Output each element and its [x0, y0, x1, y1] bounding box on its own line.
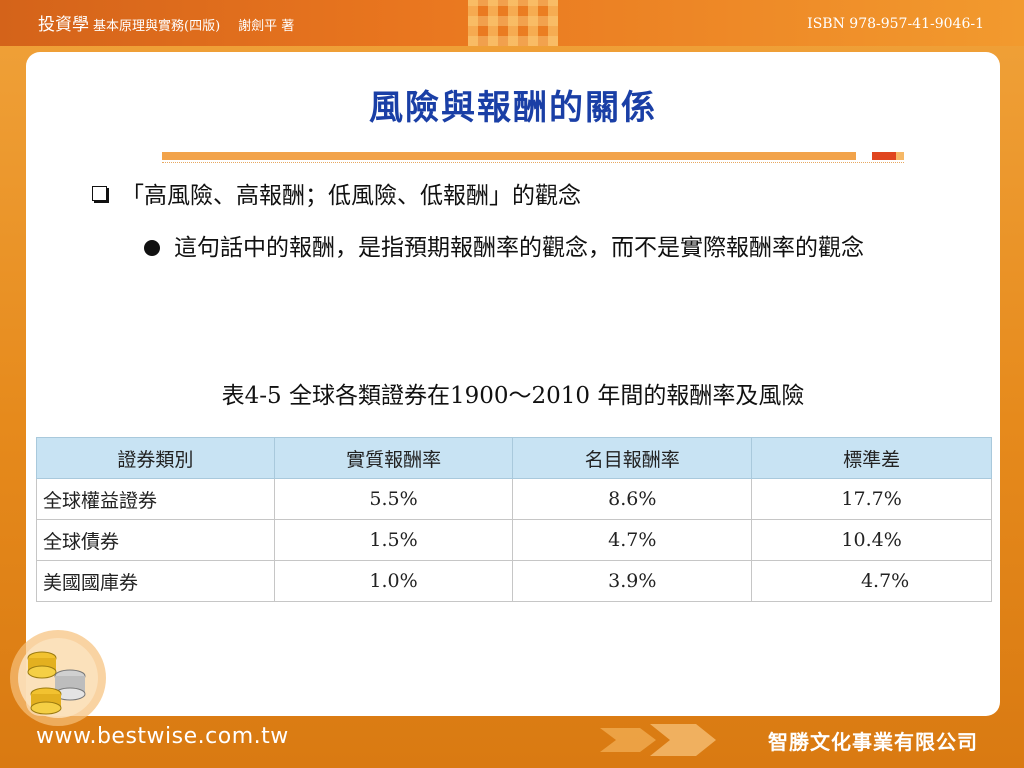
bullet-level1: 「高風險、高報酬；低風險、低報酬」的觀念 [92, 176, 581, 210]
book-subtitle: 基本原理與實務(四版) [93, 19, 221, 34]
security-type-cell: 全球權益證券 [36, 478, 275, 520]
table-header-row: 證券類別 實質報酬率 名目報酬率 標準差 [36, 437, 992, 479]
table-row: 全球債券 1.5% 4.7% 10.4% [36, 519, 992, 561]
header-decoration [468, 0, 558, 46]
real-return-cell: 1.5% [273, 519, 514, 561]
underline-gap [856, 152, 872, 160]
returns-table: 證券類別 實質報酬率 名目報酬率 標準差 全球權益證券 5.5% 8.6% 17… [36, 437, 992, 602]
slide-title: 風險與報酬的關係 [369, 88, 657, 128]
std-dev-cell: 4.7% [751, 560, 992, 602]
underline-end-accent [896, 152, 904, 160]
publisher-name: 智勝文化事業有限公司 [768, 730, 978, 754]
book-header: 投資學 基本原理與實務(四版) 謝劍平 著 [38, 10, 294, 35]
title-dotted-rule [162, 162, 904, 163]
underline-red-accent [872, 152, 896, 160]
book-author: 謝劍平 著 [238, 19, 295, 34]
checkbox-bullet-icon [92, 186, 107, 201]
security-type-cell: 全球債券 [36, 519, 275, 561]
content-panel: 風險與報酬的關係 「高風險、高報酬；低風險、低報酬」的觀念 這句話中的報酬，是指… [26, 52, 1000, 716]
column-header: 實質報酬率 [273, 437, 514, 479]
book-title: 投資學 [38, 15, 89, 35]
security-type-cell: 美國國庫券 [36, 560, 275, 602]
isbn-label: ISBN 978-957-41-9046-1 [807, 16, 984, 32]
title-underline [162, 152, 904, 160]
coins-icon [10, 630, 106, 726]
column-header: 證券類別 [36, 437, 275, 479]
bullet-level1-text: 「高風險、高報酬；低風險、低報酬」的觀念 [121, 183, 581, 209]
real-return-cell: 1.0% [273, 560, 514, 602]
column-header: 名目報酬率 [512, 437, 753, 479]
table-row: 美國國庫券 1.0% 3.9% 4.7% [36, 560, 992, 602]
table-row: 全球權益證券 5.5% 8.6% 17.7% [36, 478, 992, 520]
bullet-level2-text: 這句話中的報酬，是指預期報酬率的觀念，而不是實際報酬率的觀念 [174, 235, 864, 261]
nominal-return-cell: 3.9% [512, 560, 753, 602]
circle-bullet-icon [144, 240, 160, 256]
std-dev-cell: 10.4% [751, 519, 992, 561]
chevron-arrows-icon [600, 724, 716, 756]
nominal-return-cell: 8.6% [512, 478, 753, 520]
column-header: 標準差 [751, 437, 992, 479]
website-url: www.bestwise.com.tw [36, 724, 289, 749]
std-dev-cell: 17.7% [751, 478, 992, 520]
nominal-return-cell: 4.7% [512, 519, 753, 561]
real-return-cell: 5.5% [273, 478, 514, 520]
table-caption: 表4-5 全球各類證券在1900～2010 年間的報酬率及風險 [221, 383, 805, 409]
bullet-level2: 這句話中的報酬，是指預期報酬率的觀念，而不是實際報酬率的觀念 [144, 226, 984, 270]
